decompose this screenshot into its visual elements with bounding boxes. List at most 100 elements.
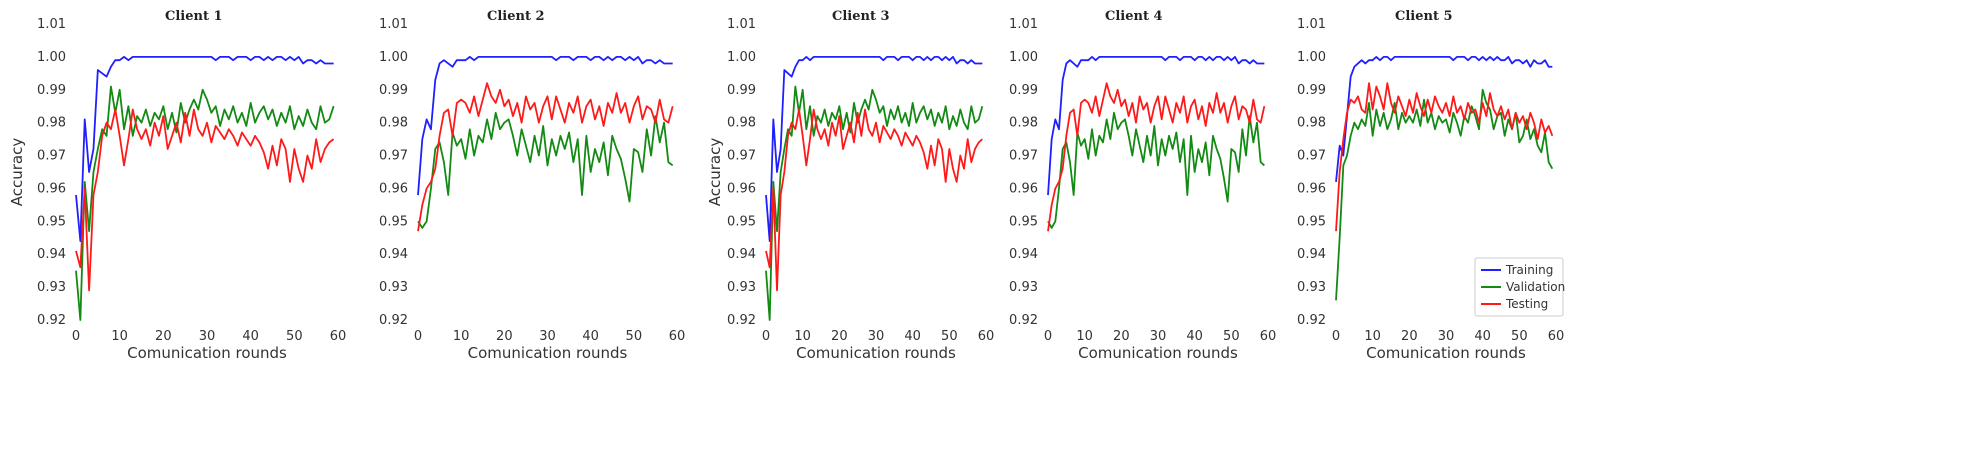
chart-panel-5: Client 5 0.92 0.93 0.94 0.95 0.96 0.97 0.98 0.99…: [1297, 9, 1565, 362]
series-line-2: [1335, 88, 1554, 301]
y-tick-label: 0.99: [37, 83, 66, 98]
chart-title: Client 2: [487, 9, 545, 24]
y-tick-label: 0.98: [379, 116, 408, 131]
chart-title: Client 1: [165, 9, 223, 24]
y-tick-label: 0.93: [37, 280, 66, 295]
x-tick-label: 10: [453, 329, 470, 344]
series-line-2: [765, 85, 984, 321]
series-line-3: [765, 108, 983, 292]
legend: Training Validation Testing: [1474, 257, 1565, 317]
y-tick-label: 1.00: [727, 50, 756, 65]
legend-entry: Testing: [1505, 297, 1548, 311]
y-tick-label: 0.94: [727, 247, 756, 262]
x-tick-label: 0: [1044, 329, 1052, 344]
x-tick-label: 60: [669, 329, 686, 344]
series-line-2: [75, 85, 335, 321]
y-tick-label: 0.98: [1297, 116, 1326, 131]
y-axis-title: Accuracy: [706, 138, 724, 207]
x-tick-label: 40: [1186, 329, 1203, 344]
series-line-1: [765, 55, 983, 242]
x-tick-label: 40: [582, 329, 599, 344]
y-tick-label: 0.96: [1297, 181, 1326, 196]
y-tick-label: 0.94: [1297, 247, 1326, 262]
y-tick-label: 0.92: [727, 313, 756, 328]
y-tick-label: 0.94: [37, 247, 66, 262]
x-axis-title: Comunication rounds: [1366, 344, 1526, 362]
x-tick-label: 60: [1260, 329, 1277, 344]
chart-panel-1: Client 1 0.92 0.93 0.94 0.95 0.96 0.97 0.98 0.99…: [8, 9, 346, 362]
chart-panel-2: Client 2 0.92 0.93 0.94 0.95 0.96 0.97 0.98 0.99…: [379, 9, 685, 362]
legend-entry: Training: [1505, 263, 1553, 277]
y-tick-label: 0.93: [727, 280, 756, 295]
series-line-3: [417, 82, 674, 232]
y-tick-label: 0.97: [37, 149, 66, 164]
x-tick-label: 0: [72, 329, 80, 344]
x-tick-label: 20: [1401, 329, 1418, 344]
y-tick-label: 0.97: [1297, 149, 1326, 164]
y-tick-label: 0.93: [1297, 280, 1326, 295]
y-tick-label: 1.00: [1297, 50, 1326, 65]
x-tick-label: 40: [904, 329, 921, 344]
y-tick-label: 0.99: [379, 83, 408, 98]
x-tick-label: 50: [941, 329, 958, 344]
y-tick-label: 1.00: [379, 50, 408, 65]
x-tick-label: 10: [1364, 329, 1381, 344]
y-tick-label: 0.95: [727, 214, 756, 229]
chart-title: Client 4: [1105, 9, 1163, 24]
y-tick-label: 0.97: [727, 149, 756, 164]
chart-title: Client 3: [832, 9, 890, 24]
x-tick-label: 50: [626, 329, 643, 344]
series-line-3: [75, 108, 335, 292]
x-tick-label: 30: [1438, 329, 1455, 344]
y-tick-label: 0.98: [1009, 116, 1038, 131]
y-tick-label: 0.94: [379, 247, 408, 262]
series-line-1: [417, 55, 673, 196]
y-tick-label: 0.92: [379, 313, 408, 328]
series-line-2: [417, 111, 674, 229]
y-tick-label: 0.99: [1297, 83, 1326, 98]
y-tick-label: 0.92: [37, 313, 66, 328]
x-tick-label: 30: [1150, 329, 1167, 344]
x-tick-label: 30: [868, 329, 885, 344]
chart-title: Client 5: [1395, 9, 1453, 24]
y-tick-label: 0.93: [379, 280, 408, 295]
x-tick-label: 40: [1474, 329, 1491, 344]
y-tick-label: 1.00: [37, 50, 66, 65]
y-tick-label: 1.01: [1297, 17, 1326, 32]
y-tick-label: 1.00: [1009, 50, 1038, 65]
y-tick-label: 0.95: [1009, 214, 1038, 229]
y-tick-label: 0.98: [727, 116, 756, 131]
y-tick-label: 1.01: [37, 17, 66, 32]
y-tick-label: 0.96: [379, 181, 408, 196]
x-tick-label: 60: [1548, 329, 1565, 344]
chart-panel-4: Client 4 0.92 0.93 0.94 0.95 0.96 0.97 0.98 0.99…: [1009, 9, 1276, 362]
x-axis-title: Comunication rounds: [468, 344, 628, 362]
y-tick-label: 0.95: [37, 214, 66, 229]
y-tick-label: 0.98: [37, 116, 66, 131]
legend-box: [1474, 257, 1564, 317]
series-line-1: [1335, 55, 1553, 182]
y-tick-label: 0.96: [1009, 181, 1038, 196]
y-tick-label: 0.97: [379, 149, 408, 164]
x-tick-label: 20: [1113, 329, 1130, 344]
series-line-2: [1047, 111, 1265, 229]
y-tick-label: 0.92: [1009, 313, 1038, 328]
y-tick-label: 1.01: [1009, 17, 1038, 32]
x-tick-label: 10: [794, 329, 811, 344]
y-tick-label: 0.92: [1297, 313, 1326, 328]
series-line-3: [1335, 82, 1554, 232]
y-tick-label: 0.93: [1009, 280, 1038, 295]
series-line-1: [1047, 55, 1265, 196]
x-tick-label: 40: [242, 329, 259, 344]
y-tick-label: 1.01: [727, 17, 756, 32]
y-tick-label: 0.95: [379, 214, 408, 229]
x-tick-label: 20: [831, 329, 848, 344]
x-axis-title: Comunication rounds: [796, 344, 956, 362]
x-tick-label: 30: [539, 329, 556, 344]
x-tick-label: 50: [1223, 329, 1240, 344]
y-tick-label: 0.96: [727, 181, 756, 196]
x-tick-label: 30: [199, 329, 216, 344]
y-axis-title: Accuracy: [8, 138, 26, 207]
series-line-3: [1047, 82, 1266, 232]
x-axis-title: Comunication rounds: [1078, 344, 1238, 362]
